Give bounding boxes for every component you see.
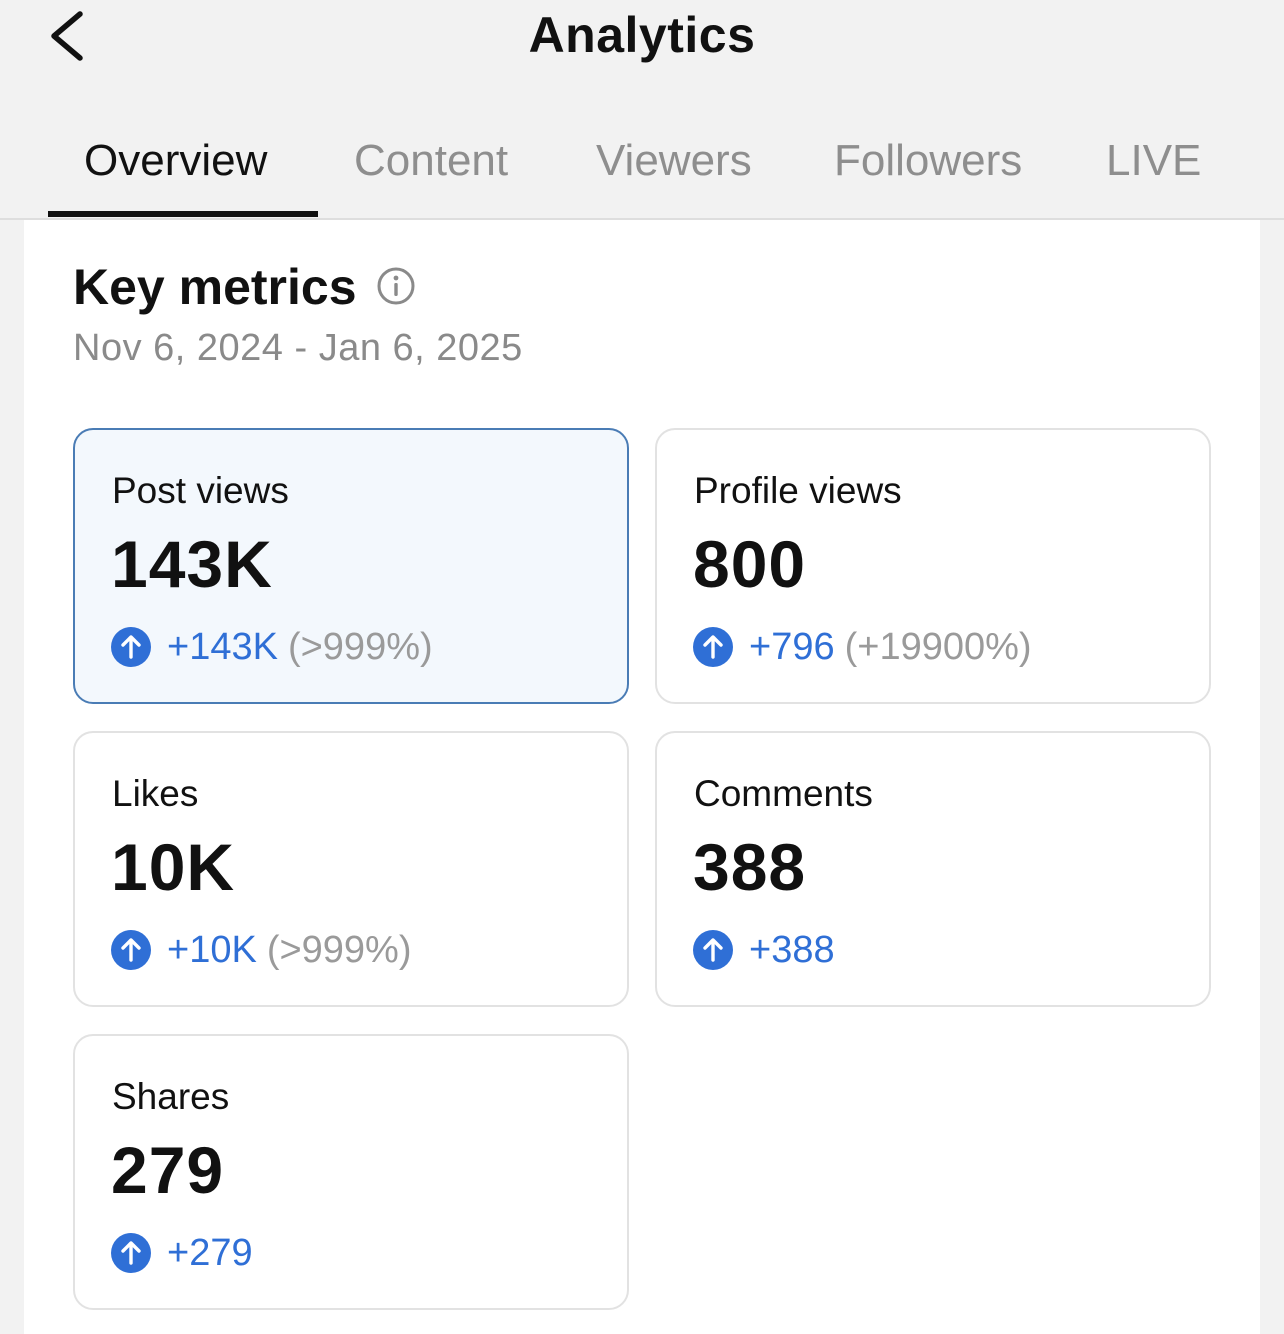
metric-card-post-views[interactable]: Post views 143K +143K (>999%): [73, 428, 629, 704]
metric-value: 800: [693, 527, 807, 601]
metric-change: +10K (>999%): [111, 928, 412, 972]
metric-label: Likes: [112, 773, 199, 814]
metric-delta: +796: [749, 625, 835, 668]
metric-card-comments[interactable]: Comments 388 +388: [655, 731, 1211, 1007]
date-range: Nov 6, 2024 - Jan 6, 2025: [73, 327, 523, 369]
tab-overview[interactable]: Overview: [84, 136, 268, 185]
tab-viewers[interactable]: Viewers: [596, 136, 752, 185]
metric-percent: (+19900%): [844, 625, 1032, 668]
tab-live[interactable]: LIVE: [1106, 136, 1202, 185]
metric-delta: +143K: [167, 625, 278, 668]
arrow-up-circle-icon: [111, 1233, 151, 1273]
metric-change: +143K (>999%): [111, 625, 433, 669]
metric-card-shares[interactable]: Shares 279 +279: [73, 1034, 629, 1310]
metric-value: 388: [693, 830, 807, 904]
metric-change: +388: [693, 928, 845, 972]
info-icon[interactable]: [376, 266, 416, 306]
metric-value: 143K: [111, 527, 273, 601]
active-tab-indicator: [48, 211, 318, 217]
metric-value: 279: [111, 1133, 225, 1207]
metric-change: +279: [111, 1231, 263, 1275]
arrow-up-circle-icon: [111, 627, 151, 667]
metric-label: Post views: [112, 470, 289, 511]
metric-delta: +10K: [167, 928, 257, 971]
metric-label: Profile views: [694, 470, 902, 511]
section-title: Key metrics: [73, 259, 357, 315]
arrow-up-circle-icon: [693, 627, 733, 667]
metric-delta: +279: [167, 1231, 253, 1274]
metric-card-likes[interactable]: Likes 10K +10K (>999%): [73, 731, 629, 1007]
arrow-up-circle-icon: [111, 930, 151, 970]
metric-percent: (>999%): [266, 928, 412, 971]
arrow-up-circle-icon: [693, 930, 733, 970]
top-bar: Analytics Overview Content Viewers Follo…: [0, 0, 1284, 220]
chevron-left-icon: [51, 11, 83, 61]
metric-change: +796 (+19900%): [693, 625, 1032, 669]
metric-percent: (>999%): [287, 625, 433, 668]
metric-delta: +388: [749, 928, 835, 971]
metric-label: Comments: [694, 773, 873, 814]
tab-content[interactable]: Content: [354, 136, 509, 185]
tab-followers[interactable]: Followers: [834, 136, 1023, 185]
page-title: Analytics: [528, 7, 756, 63]
metric-card-profile-views[interactable]: Profile views 800 +796 (+19900%): [655, 428, 1211, 704]
metric-label: Shares: [112, 1076, 230, 1117]
metric-value: 10K: [111, 830, 236, 904]
back-button[interactable]: [36, 4, 100, 68]
